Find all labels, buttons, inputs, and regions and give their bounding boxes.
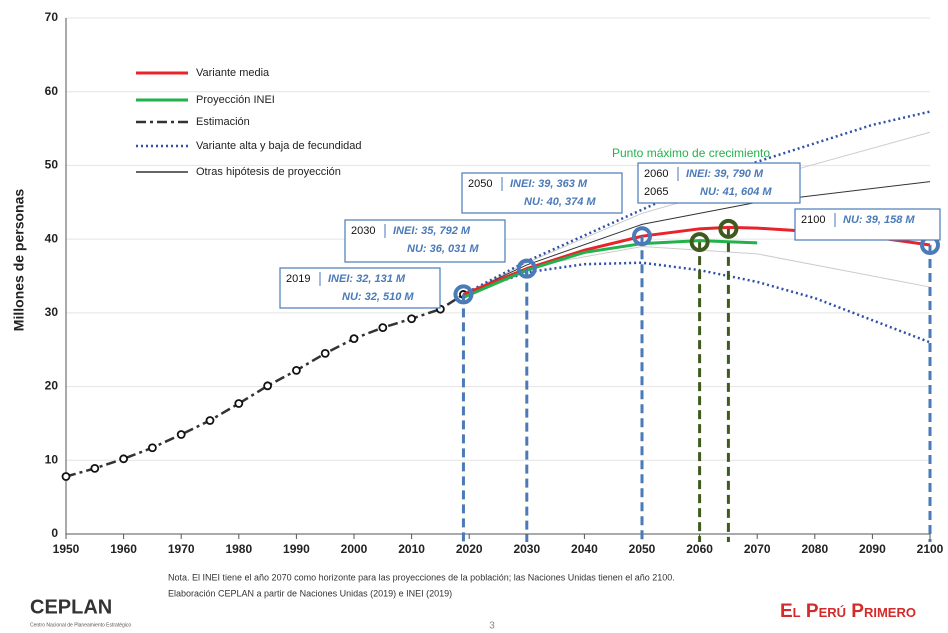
x-tick-label: 1990 bbox=[283, 542, 310, 556]
x-tick-label: 1970 bbox=[168, 542, 195, 556]
point bbox=[320, 348, 330, 358]
marker bbox=[689, 232, 710, 253]
logo: El Perú Primero bbox=[780, 601, 916, 622]
page-number: 3 bbox=[489, 621, 495, 632]
series-line bbox=[463, 181, 931, 295]
point bbox=[176, 430, 186, 439]
callout-box bbox=[461, 172, 623, 214]
y-tick-label: 10 bbox=[45, 452, 59, 466]
note: Elaboración CEPLAN a partir de Naciones … bbox=[168, 588, 452, 598]
callout-box bbox=[279, 267, 441, 309]
y-tick-label: 70 bbox=[45, 10, 59, 24]
marker bbox=[516, 258, 537, 279]
legend-label: Estimación bbox=[196, 116, 250, 128]
y-tick-label: 30 bbox=[45, 305, 59, 319]
note: Nota. El INEI tiene el año 2070 como hor… bbox=[168, 572, 675, 582]
callout-nu: NU: 41, 604 M bbox=[700, 186, 772, 198]
x-tick-label: 1950 bbox=[53, 542, 80, 556]
point bbox=[234, 399, 244, 408]
x-tick-label: 2010 bbox=[398, 542, 425, 556]
logo: CEPLAN bbox=[30, 596, 112, 618]
logo-sub: Centro Nacional de Planeamiento Estratég… bbox=[30, 622, 131, 628]
point bbox=[119, 454, 128, 464]
x-tick-label: 2000 bbox=[341, 542, 368, 556]
x-tick-label: 2100 bbox=[917, 542, 944, 556]
callout-box bbox=[794, 208, 941, 241]
point bbox=[291, 365, 301, 375]
x-tick-label: 1960 bbox=[110, 542, 137, 556]
annotation: Punto máximo de crecimiento bbox=[612, 146, 770, 160]
x-tick-label: 2070 bbox=[744, 542, 771, 556]
point bbox=[378, 323, 388, 333]
x-tick-label: 2080 bbox=[801, 542, 828, 556]
callout-nu: NU: 40, 374 M bbox=[524, 196, 596, 208]
legend-label: Otras hipótesis de proyección bbox=[196, 166, 341, 178]
point bbox=[349, 334, 359, 344]
callout-nu: NU: 36, 031 M bbox=[407, 243, 479, 255]
point bbox=[205, 416, 215, 425]
callout-nu: NU: 39, 158 M bbox=[843, 214, 915, 226]
callout-box bbox=[344, 219, 506, 263]
series-line bbox=[65, 293, 465, 478]
callout-year: 2019 bbox=[286, 273, 310, 285]
callout-inei: INEI: 32, 131 M bbox=[328, 273, 406, 285]
callout-inei: INEI: 39, 790 M bbox=[686, 168, 764, 180]
point bbox=[147, 443, 157, 453]
callout-inei: INEI: 35, 792 M bbox=[393, 225, 471, 237]
callout-year: 2100 bbox=[801, 214, 825, 226]
legend-label: Variante media bbox=[196, 67, 270, 79]
x-tick-label: 2060 bbox=[686, 542, 713, 556]
callout-year: 2050 bbox=[468, 178, 492, 190]
series-line bbox=[462, 239, 758, 299]
marker bbox=[632, 226, 652, 247]
y-tick-label: 40 bbox=[45, 231, 59, 245]
y-tick-label: 60 bbox=[45, 84, 59, 98]
marker bbox=[718, 218, 739, 239]
y-tick-label: 20 bbox=[45, 379, 59, 393]
legend-label: Proyección INEI bbox=[196, 94, 275, 106]
x-tick-label: 2040 bbox=[571, 542, 598, 556]
marker bbox=[453, 284, 474, 305]
series-line bbox=[463, 131, 931, 295]
callout-year: 2065 bbox=[644, 186, 668, 198]
x-tick-label: 1980 bbox=[225, 542, 252, 556]
point bbox=[263, 381, 273, 391]
callout-box bbox=[637, 162, 801, 204]
y-axis-label: Millones de personas bbox=[11, 189, 27, 332]
x-tick-label: 2030 bbox=[513, 542, 540, 556]
callout-inei: INEI: 39, 363 M bbox=[510, 178, 588, 190]
x-tick-label: 2020 bbox=[456, 542, 483, 556]
legend-label: Variante alta y baja de fecundidad bbox=[196, 140, 362, 152]
callout-nu: NU: 32, 510 M bbox=[342, 291, 414, 303]
x-tick-label: 2090 bbox=[859, 542, 886, 556]
x-tick-label: 2050 bbox=[629, 542, 656, 556]
callout-year: 2030 bbox=[351, 225, 375, 237]
callout-year: 2060 bbox=[644, 168, 668, 180]
point bbox=[90, 463, 100, 473]
y-tick-label: 0 bbox=[51, 526, 58, 540]
point bbox=[407, 314, 417, 324]
y-tick-label: 50 bbox=[45, 158, 59, 172]
point bbox=[61, 472, 71, 481]
